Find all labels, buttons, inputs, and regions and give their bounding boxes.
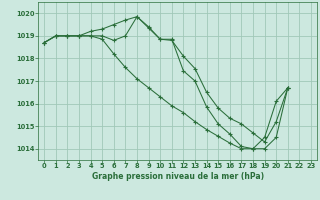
X-axis label: Graphe pression niveau de la mer (hPa): Graphe pression niveau de la mer (hPa) [92, 172, 264, 181]
